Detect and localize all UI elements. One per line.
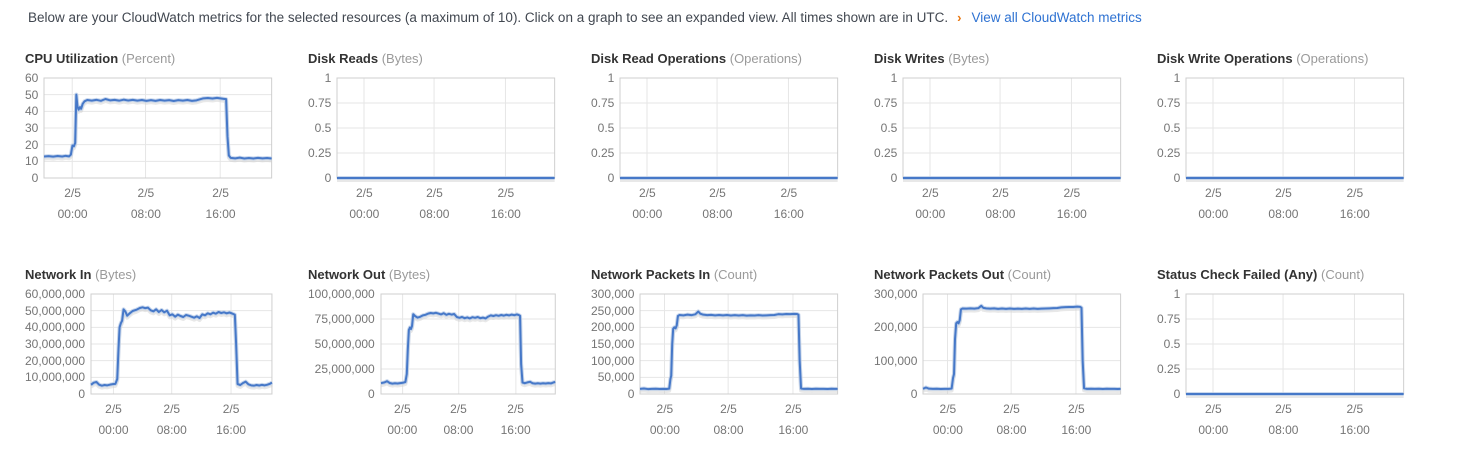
metric-chart-disk-writes[interactable]: Disk Writes (Bytes) 1 0.75 0.5 0.25 0 2/5 00:… (874, 51, 1121, 222)
chart-title: Network Packets In (Count) (591, 267, 838, 282)
metrics-grid: CPU Utilization (Percent) 60 50 40 30 20 10 0 … (0, 25, 1461, 438)
chart-metric-name: Disk Read Operations (591, 51, 727, 66)
chart-metric-name: Status Check Failed (Any) (1157, 267, 1318, 282)
metric-chart-disk-reads[interactable]: Disk Reads (Bytes) 1 0.75 0.5 0.25 0 2/5 00:0… (308, 51, 555, 222)
chart-unit-label: (Count) (713, 267, 758, 282)
chart-unit-label: (Operations) (1296, 51, 1369, 66)
chart-metric-name: Network Packets Out (874, 267, 1005, 282)
view-all-cloudwatch-metrics-link[interactable]: View all CloudWatch metrics (971, 10, 1142, 25)
chart-metric-name: CPU Utilization (25, 51, 119, 66)
metric-chart-status-check-failed-any[interactable]: Status Check Failed (Any) (Count) 1 0.75 0… (1157, 267, 1404, 438)
metric-chart-disk-read-operations[interactable]: Disk Read Operations (Operations) 1 0.75 0… (591, 51, 838, 222)
x-axis-labels: 2/5 00:00 2/5 08:00 2/5 16:00 (387, 402, 531, 437)
chart-title: Network In (Bytes) (25, 267, 272, 282)
chart-unit-label: (Percent) (121, 51, 176, 66)
chart-plot-area (640, 294, 838, 394)
metrics-header: Below are your CloudWatch metrics for th… (0, 0, 1461, 25)
metrics-description: Below are your CloudWatch metrics for th… (28, 10, 949, 25)
chart-metric-name: Network In (25, 267, 92, 282)
x-axis-labels: 2/5 00:00 2/5 08:00 2/5 16:00 (57, 186, 236, 221)
y-axis-labels: 1 0.75 0.5 0.25 0 (874, 71, 898, 185)
x-axis-labels: 2/5 00:00 2/5 08:00 2/5 16:00 (915, 186, 1087, 221)
chart-plot-area (923, 294, 1121, 394)
x-axis-labels: 2/5 00:00 2/5 08:00 2/5 16:00 (1198, 186, 1370, 221)
chart-title: Disk Read Operations (Operations) (591, 51, 838, 66)
chart-title: CPU Utilization (Percent) (25, 51, 272, 66)
chart-plot-area (91, 294, 272, 394)
x-axis-labels: 2/5 00:00 2/5 08:00 2/5 16:00 (98, 402, 247, 437)
chart-unit-label: (Bytes) (948, 51, 990, 66)
metric-chart-network-out[interactable]: Network Out (Bytes) 100,000,000 75,000,00… (308, 267, 555, 438)
y-axis-labels: 60 50 40 30 20 10 0 (25, 71, 39, 185)
y-axis-labels: 1 0.75 0.5 0.25 0 (308, 71, 332, 185)
metric-chart-network-packets-out[interactable]: Network Packets Out (Count) 300,000 200,0… (874, 267, 1121, 438)
y-axis-labels: 300,000 250,000 200,000 150,000 100,000 50,00… (591, 287, 635, 401)
chart-metric-name: Disk Reads (308, 51, 379, 66)
metric-chart-cpu-utilization[interactable]: CPU Utilization (Percent) 60 50 40 30 20 10 0 … (25, 51, 272, 222)
chart-metric-name: Network Packets In (591, 267, 711, 282)
metric-chart-network-packets-in[interactable]: Network Packets In (Count) 300,000 250,00… (591, 267, 838, 438)
x-axis-labels: 2/5 00:00 2/5 08:00 2/5 16:00 (932, 402, 1092, 437)
chart-unit-label: (Bytes) (95, 267, 137, 282)
metric-chart-disk-write-operations[interactable]: Disk Write Operations (Operations) 1 0.75… (1157, 51, 1404, 222)
chart-title: Disk Reads (Bytes) (308, 51, 555, 66)
chart-unit-label: (Operations) (729, 51, 802, 66)
chart-plot-area (44, 78, 272, 178)
chart-plot-area (1186, 78, 1404, 178)
chart-unit-label: (Bytes) (381, 51, 423, 66)
chart-title: Disk Write Operations (Operations) (1157, 51, 1404, 66)
y-axis-labels: 1 0.75 0.5 0.25 0 (591, 71, 615, 185)
chevron-right-icon: › (957, 10, 962, 25)
chart-title: Disk Writes (Bytes) (874, 51, 1121, 66)
chart-plot-area (1186, 294, 1404, 394)
chart-title: Network Packets Out (Count) (874, 267, 1121, 282)
y-axis-labels: 300,000 200,000 100,000 0 (874, 287, 918, 401)
chart-plot-area (903, 78, 1121, 178)
chart-title: Network Out (Bytes) (308, 267, 555, 282)
x-axis-labels: 2/5 00:00 2/5 08:00 2/5 16:00 (1198, 402, 1370, 437)
chart-unit-label: (Bytes) (388, 267, 431, 282)
chart-title: Status Check Failed (Any) (Count) (1157, 267, 1404, 282)
x-axis-labels: 2/5 00:00 2/5 08:00 2/5 16:00 (349, 186, 521, 221)
chart-plot-area (381, 294, 555, 394)
chart-metric-name: Disk Writes (874, 51, 945, 66)
chart-plot-area (337, 78, 555, 178)
y-axis-labels: 100,000,000 75,000,000 50,000,000 25,000,00… (308, 287, 375, 401)
chart-metric-name: Disk Write Operations (1157, 51, 1293, 66)
chart-unit-label: (Count) (1007, 267, 1052, 282)
x-axis-labels: 2/5 00:00 2/5 08:00 2/5 16:00 (632, 186, 804, 221)
y-axis-labels: 1 0.75 0.5 0.25 0 (1157, 71, 1181, 185)
metric-chart-network-in[interactable]: Network In (Bytes) 60,000,000 50,000,000 4… (25, 267, 272, 438)
y-axis-labels: 1 0.75 0.5 0.25 0 (1157, 287, 1181, 401)
chart-metric-name: Network Out (308, 267, 386, 282)
chart-plot-area (620, 78, 838, 178)
x-axis-labels: 2/5 00:00 2/5 08:00 2/5 16:00 (649, 402, 809, 437)
y-axis-labels: 60,000,000 50,000,000 40,000,000 30,000,000… (25, 287, 86, 401)
chart-unit-label: (Count) (1321, 267, 1365, 282)
